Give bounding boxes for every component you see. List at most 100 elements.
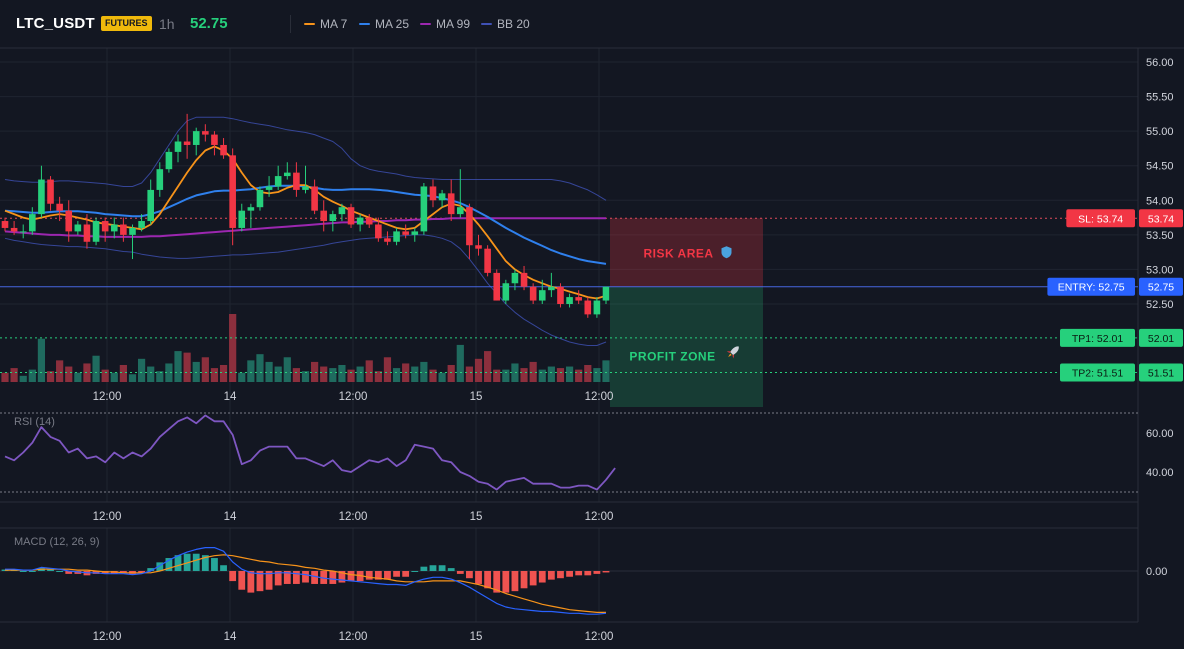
volume-bar [593,368,601,382]
candle [347,203,355,228]
macd-hist-bar [466,571,473,579]
candle-body [120,224,127,235]
volume-bar [37,338,46,382]
time-tick-label: 12:00 [339,631,368,643]
candle-body [156,169,164,190]
price-tick-label: 53.00 [1146,264,1174,276]
legend-ma25[interactable]: MA 25 [359,17,409,31]
profit-zone [610,286,763,407]
volume-bar [301,371,310,382]
volume-bar [283,357,291,382]
macd-hist-bar [365,571,373,580]
candle [265,176,273,197]
price-tag-bg [1139,363,1183,382]
volume-bar [210,368,219,382]
candle-body [393,231,400,242]
volume-bar [74,372,82,382]
legend-bb20[interactable]: BB 20 [481,17,530,31]
candle-body [56,203,63,211]
candle-body [502,283,510,301]
macd-hist-bar [393,571,400,577]
time-tick-label: 14 [224,631,237,643]
candle-body [83,224,91,242]
candle-body [74,224,82,232]
price-tick-label: 54.50 [1146,161,1174,173]
price-tick-label: 54.00 [1146,195,1174,207]
candle [311,179,318,215]
level-tag[interactable]: TP2: 51.51 51.51 [1060,363,1183,382]
level-tag[interactable]: TP1: 52.01 52.01 [1060,328,1183,347]
volume-bar [311,361,319,382]
legend-swatch [359,23,370,25]
volume-bar [565,366,574,382]
candle-body [138,221,145,228]
time-tick-label: 15 [470,391,483,403]
rsi-tick-label: 40.00 [1146,467,1174,479]
candle-body [365,217,373,225]
legend-label: BB 20 [497,17,530,31]
bb-upper-line [4,116,607,201]
profit-zone-label: PROFIT ZONE [629,350,715,364]
price-tag-bg [1139,209,1183,228]
candle [238,203,246,232]
candle [575,290,582,304]
candle-body [602,286,610,301]
candle [1,217,9,232]
macd-hist-bar [256,571,264,592]
macd-hist-bar [520,571,528,589]
macd-hist-bar [274,571,282,586]
level-tag[interactable]: ENTRY: 52.75 52.75 [1047,277,1183,296]
time-tick-label: 15 [470,631,483,643]
macd-hist-bar [147,568,155,571]
time-tick-label: 12:00 [93,391,122,403]
legend-label: MA 99 [436,17,471,31]
volume-bar [520,368,528,382]
rocket-body [730,346,739,355]
symbol-name[interactable]: LTC_USDT [16,15,95,32]
candle [338,203,346,222]
price-tag-label: 52.01 [1148,333,1174,345]
header-divider [290,15,291,33]
candle [38,165,45,218]
volume-bar [447,365,455,382]
volume-bar [219,365,228,382]
rocket-flame [728,353,732,358]
candle-body [229,155,236,228]
time-tick-label: 15 [470,511,483,523]
candle-body [548,286,555,291]
candle [83,214,91,249]
volume-bar [1,372,9,382]
volume-bar [92,355,100,382]
time-tick-label: 12:00 [585,391,614,403]
volume-bar [411,366,419,382]
volume-bars [1,314,610,382]
level-tag-bg [1066,209,1135,228]
macd-hist-bar [511,571,519,592]
level-tag[interactable]: SL: 53.74 53.74 [1066,209,1183,228]
legend-ma7[interactable]: MA 7 [304,17,347,31]
candle [566,293,573,308]
candle [538,279,546,304]
volume-bar [365,360,373,382]
volume-bar [56,360,64,382]
timeframe-selector[interactable]: 1h [159,16,175,32]
risk-zone-label: RISK AREA [643,246,713,260]
candle [493,269,501,301]
legend-ma99[interactable]: MA 99 [420,17,470,31]
candle-body [347,207,355,225]
candle [211,131,218,156]
time-tick-label: 12:00 [585,511,614,523]
candle [365,214,373,228]
last-price: 52.75 [190,15,228,32]
volume-bar [137,358,146,382]
macd-hist-bar [138,571,145,573]
candle [174,134,182,163]
legend-swatch [481,23,492,25]
macd-hist-bar [56,571,64,572]
macd-hist-bar [265,571,273,590]
level-tag-bg [1047,277,1135,296]
candle [584,297,592,318]
volume-bar [265,361,273,382]
candle [65,200,73,242]
